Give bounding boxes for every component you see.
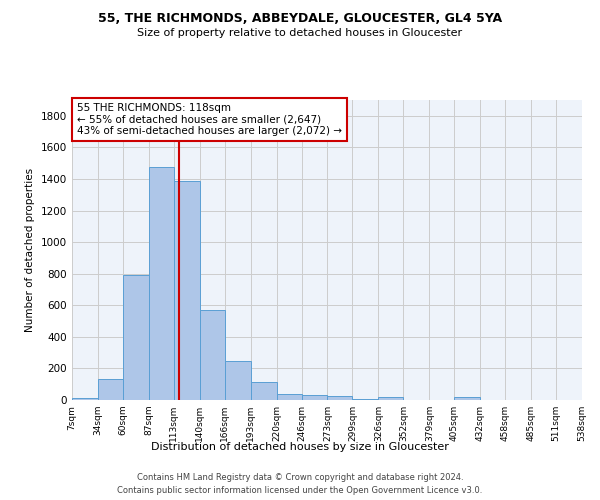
Bar — [352, 399, 379, 400]
Text: Contains public sector information licensed under the Open Government Licence v3: Contains public sector information licen… — [118, 486, 482, 495]
Bar — [98, 380, 123, 400]
Bar — [225, 360, 251, 400]
Bar — [123, 276, 149, 400]
Bar — [72, 398, 98, 400]
Text: 55, THE RICHMONDS, ABBEYDALE, GLOUCESTER, GL4 5YA: 55, THE RICHMONDS, ABBEYDALE, GLOUCESTER… — [98, 12, 502, 26]
Text: Distribution of detached houses by size in Gloucester: Distribution of detached houses by size … — [151, 442, 449, 452]
Bar — [328, 396, 352, 400]
Bar — [454, 397, 480, 400]
Y-axis label: Number of detached properties: Number of detached properties — [25, 168, 35, 332]
Text: Contains HM Land Registry data © Crown copyright and database right 2024.: Contains HM Land Registry data © Crown c… — [137, 472, 463, 482]
Bar — [149, 167, 174, 400]
Bar — [200, 310, 225, 400]
Bar — [251, 382, 277, 400]
Bar — [277, 394, 302, 400]
Bar — [174, 180, 200, 400]
Text: Size of property relative to detached houses in Gloucester: Size of property relative to detached ho… — [137, 28, 463, 38]
Text: 55 THE RICHMONDS: 118sqm
← 55% of detached houses are smaller (2,647)
43% of sem: 55 THE RICHMONDS: 118sqm ← 55% of detach… — [77, 103, 342, 136]
Bar — [379, 397, 403, 400]
Bar — [302, 396, 328, 400]
